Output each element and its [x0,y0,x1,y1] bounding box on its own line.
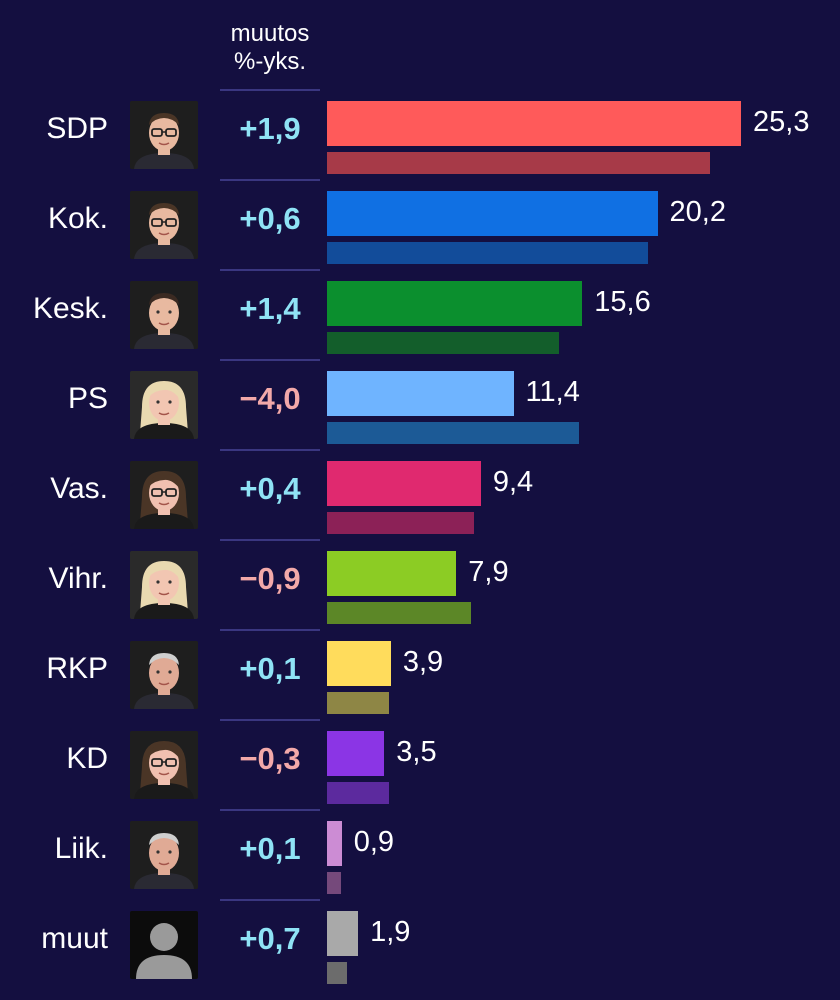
party-row: Vihr. −0,9 7,9 [0,541,840,631]
previous-support-bar [327,242,648,264]
change-header-line1: muutos [230,20,310,47]
current-support-bar [327,911,359,956]
row-divider [220,899,320,901]
man-glasses-portrait [130,191,198,259]
current-support-bar [327,641,391,686]
party-row: PS −4,0 11,4 [0,361,840,451]
previous-support-bar [327,152,710,174]
man-portrait [130,281,198,349]
row-divider [220,269,320,271]
row-divider [220,809,320,811]
party-row: Liik. +0,1 0,9 [0,811,840,901]
woman-glasses-portrait [130,731,198,799]
change-value: +0,7 [239,921,301,956]
party-row: KD −0,3 3,5 [0,721,840,811]
support-value-label: 20,2 [669,196,726,228]
support-value-label: 0,9 [353,826,395,858]
row-divider [220,719,320,721]
support-value-label: 11,4 [525,376,580,408]
change-value: −0,3 [239,741,301,776]
party-label: SDP [46,112,108,145]
previous-support-bar [327,692,390,714]
current-support-bar [327,551,457,596]
current-support-bar [327,461,481,506]
support-value-label: 3,9 [402,646,444,678]
current-support-bar [327,281,583,326]
header-divider [220,89,320,91]
party-label: Kok. [47,202,108,235]
row-divider [220,179,320,181]
previous-support-bar [327,962,347,984]
current-support-bar [327,101,741,146]
row-divider [220,629,320,631]
change-value: −4,0 [239,381,301,416]
change-value: +1,4 [239,291,301,326]
row-divider [220,449,320,451]
party-row: Kesk. +1,4 15,6 [0,271,840,361]
row-divider [220,359,320,361]
support-value-label: 7,9 [468,556,509,588]
man-grey-portrait [130,821,198,889]
change-value: +0,4 [239,471,301,506]
change-column-header: muutos %-yks. [205,20,335,76]
current-support-bar [327,821,342,866]
party-label: PS [67,382,108,415]
change-value: +0,1 [239,651,301,686]
change-value: −0,9 [239,561,301,596]
party-label: RKP [46,652,108,685]
woman-blonde-portrait [130,371,198,439]
man-grey-portrait [130,641,198,709]
woman-glasses-portrait [130,461,198,529]
current-support-bar [327,371,514,416]
woman-blonde-portrait [130,551,198,619]
party-label: KD [66,742,108,775]
previous-support-bar [327,512,475,534]
party-row: RKP +0,1 3,9 [0,631,840,721]
party-label: Liik. [54,832,108,865]
party-label: Kesk. [32,292,108,325]
support-value-label: 9,4 [492,466,534,498]
change-value: +0,6 [239,201,301,236]
row-divider [220,539,320,541]
party-label: muut [41,922,108,955]
previous-support-bar [327,332,560,354]
support-value-label: 1,9 [370,916,411,948]
party-label: Vas. [50,472,108,505]
party-row: muut +0,7 1,9 [0,901,840,991]
party-row: Vas. +0,4 9,4 [0,451,840,541]
current-support-bar [327,191,658,236]
current-support-bar [327,731,385,776]
previous-support-bar [327,602,471,624]
support-value-label: 25,3 [753,106,810,138]
support-value-label: 15,6 [594,286,651,318]
previous-support-bar [327,422,579,444]
man-glasses-portrait [130,101,198,169]
support-value-label: 3,5 [396,736,437,768]
previous-support-bar [327,782,390,804]
change-value: +0,1 [239,831,301,866]
generic-person-icon [130,911,198,979]
party-label: Vihr. [48,562,109,595]
previous-support-bar [327,872,341,894]
party-row: SDP +1,9 25,3 [0,91,840,181]
change-header-line2: %-yks. [234,48,306,75]
party-row: Kok. +0,6 20,2 [0,181,840,271]
change-value: +1,9 [239,111,301,146]
